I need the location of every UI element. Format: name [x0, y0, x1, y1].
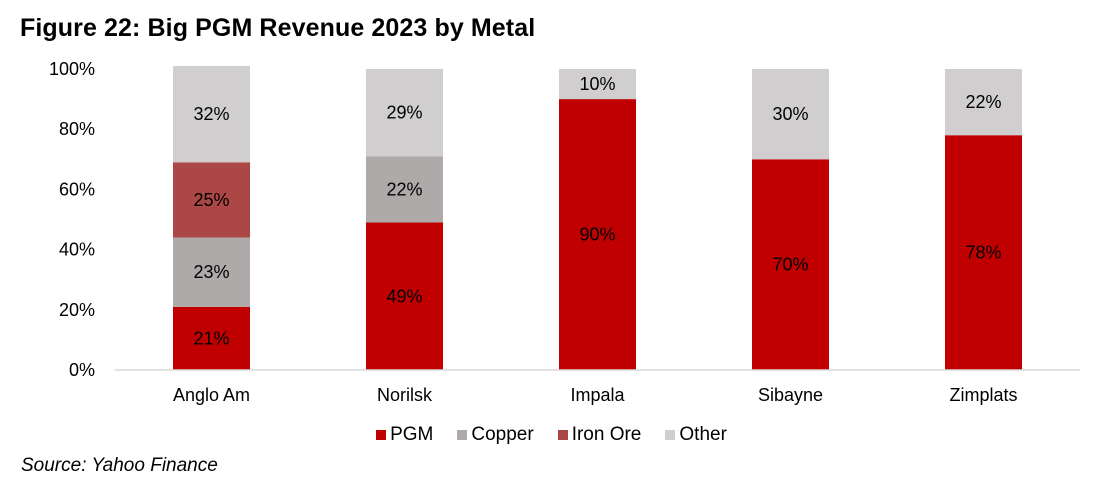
x-tick-label: Norilsk — [377, 385, 433, 405]
data-label: 30% — [772, 104, 808, 124]
legend-item-other: Other — [665, 424, 727, 446]
legend: PGM Copper Iron Ore Other — [0, 424, 1103, 446]
legend-item-copper: Copper — [457, 424, 534, 446]
data-label: 32% — [193, 104, 229, 124]
bar-segment-pgm — [559, 99, 636, 370]
y-axis: 0% 20% 40% 60% 80% 100% — [49, 59, 95, 380]
y-tick-label: 60% — [59, 179, 95, 199]
bar-segment-pgm — [752, 159, 829, 370]
legend-item-iron-ore: Iron Ore — [557, 424, 642, 446]
data-label: 29% — [386, 103, 422, 123]
bar-segment-pgm — [366, 222, 443, 370]
data-label: 90% — [579, 225, 615, 245]
bar-segment-other — [752, 69, 829, 160]
legend-label: Iron Ore — [571, 424, 642, 445]
bars: 21% 23% 25% 32% 49% 22% 29% 90% 10% 70% 30% 78% 22% — [173, 65, 1022, 370]
legend-swatch — [665, 430, 676, 440]
legend-label: Other — [679, 424, 727, 445]
data-label: 70% — [772, 255, 808, 275]
bar-segment-iron-ore — [173, 162, 250, 238]
bar-segment-pgm — [945, 135, 1022, 370]
data-label: 23% — [193, 262, 229, 282]
legend-swatch — [376, 430, 387, 440]
bar-segment-other — [945, 69, 1022, 136]
legend-swatch — [557, 430, 568, 440]
legend-label: Copper — [471, 424, 534, 445]
x-tick-label: Zimplats — [949, 385, 1017, 405]
x-axis: Anglo Am Norilsk Impala Sibayne Zimplats — [173, 385, 1018, 405]
y-tick-label: 40% — [59, 240, 95, 260]
y-tick-label: 80% — [59, 119, 95, 139]
bar-segment-copper — [366, 156, 443, 223]
data-label: 22% — [386, 179, 422, 199]
bar-segment-other — [173, 65, 250, 163]
legend-label: PGM — [390, 424, 434, 445]
x-tick-label: Impala — [570, 385, 625, 405]
data-label: 78% — [965, 243, 1001, 263]
y-tick-label: 0% — [69, 360, 95, 380]
stacked-bar-chart: 0% 20% 40% 60% 80% 100% 21% 23% 25% 32% 49% 22% 29%… — [49, 59, 1080, 405]
y-tick-label: 100% — [49, 59, 95, 79]
bar-segment-other — [559, 69, 636, 100]
legend-item-pgm: PGM — [376, 424, 433, 446]
x-tick-label: Sibayne — [758, 385, 823, 405]
y-tick-label: 20% — [59, 300, 95, 320]
x-tick-label: Anglo Am — [173, 385, 250, 405]
legend-swatch — [457, 430, 468, 440]
data-label: 10% — [579, 74, 615, 94]
source-note: Source: Yahoo Finance — [21, 455, 218, 476]
data-label: 21% — [193, 328, 229, 348]
bar-segment-other — [366, 69, 443, 157]
data-label: 49% — [386, 286, 422, 306]
data-label: 22% — [965, 92, 1001, 112]
chart-title: Figure 22: Big PGM Revenue 2023 by Metal — [20, 14, 536, 42]
bar-segment-copper — [173, 237, 250, 307]
bar-segment-pgm — [173, 306, 250, 370]
data-label: 25% — [193, 190, 229, 210]
